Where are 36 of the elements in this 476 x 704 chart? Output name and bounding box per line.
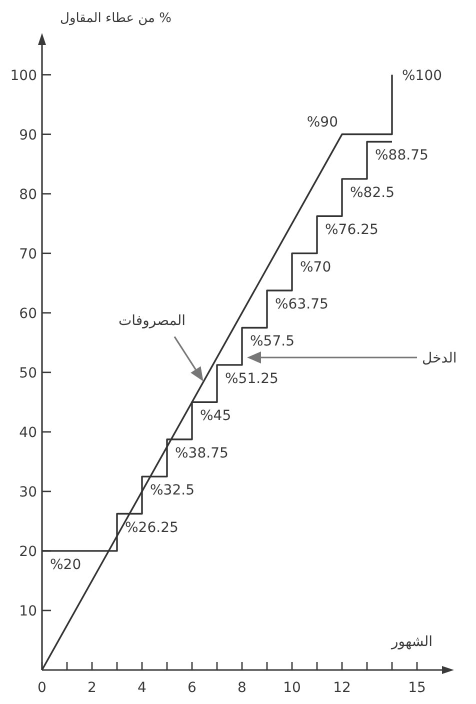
data-label: %63.75	[275, 296, 328, 313]
y-tick-label: 90	[19, 127, 37, 144]
data-label: %100	[402, 68, 442, 84]
data-label: %38.75	[175, 445, 228, 462]
x-tick-label: 0	[38, 680, 46, 696]
text: المصروفات	[118, 312, 186, 329]
y-tick-label: 60	[19, 306, 37, 322]
x-tick-label: 2	[88, 680, 96, 696]
data-label: %88.75	[375, 148, 428, 164]
data-label: %20	[50, 556, 82, 573]
y-tick-label: 100	[10, 68, 37, 84]
x-tick-label: 15	[408, 680, 426, 696]
data-label: %26.25	[125, 520, 178, 536]
x-tick-label: 6	[188, 680, 197, 696]
x-axis-title: الشهور	[390, 634, 433, 650]
y-tick-label: 30	[19, 484, 37, 500]
y-tick-label: 50	[19, 365, 37, 382]
y-tick-label: 10	[19, 603, 37, 620]
data-label: %32.5	[150, 482, 194, 499]
y-tick-label: 80	[19, 186, 37, 203]
y-tick-label: 20	[19, 544, 37, 560]
x-tick-label: 10	[283, 680, 301, 696]
text: الدخل	[422, 350, 457, 366]
data-label: %82.5	[350, 184, 394, 201]
data-label: %57.5	[250, 334, 294, 350]
data-label: %51.25	[225, 370, 278, 387]
x-tick-label: 4	[138, 680, 147, 696]
x-tick-label: 8	[238, 680, 246, 696]
y-axis-title: % من عطاء المقاول	[60, 11, 172, 26]
data-label: %45	[200, 408, 232, 424]
data-label: %76.25	[325, 222, 378, 238]
data-label: %90	[306, 114, 338, 130]
y-tick-label: 70	[19, 246, 37, 262]
data-label: %70	[300, 259, 332, 276]
y-tick-label: 40	[19, 424, 37, 441]
x-tick-label: 12	[333, 680, 351, 696]
